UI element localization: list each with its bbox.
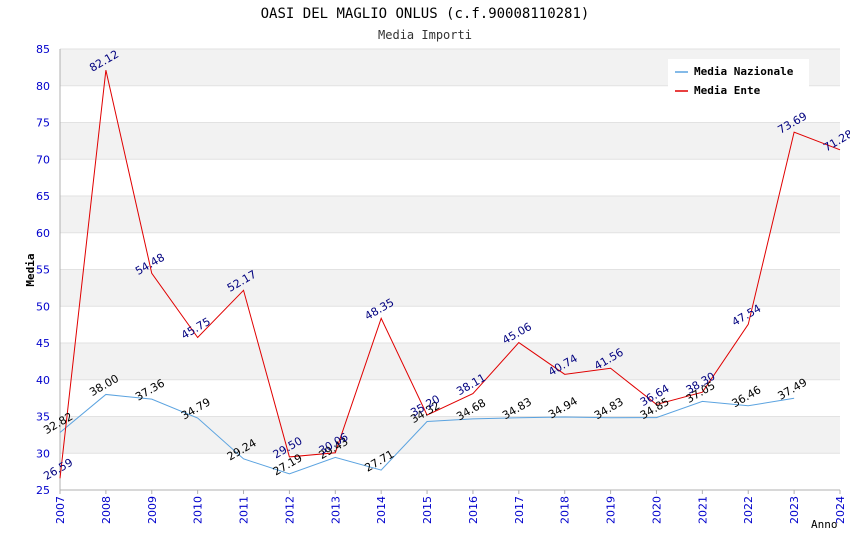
y-tick-label: 70 <box>36 153 50 166</box>
x-axis-label: Anno <box>811 518 838 531</box>
legend-label-media-ente: Media Ente <box>694 84 761 97</box>
chart-title: OASI DEL MAGLIO ONLUS (c.f.90008110281) <box>261 6 590 22</box>
legend: Media Nazionale Media Ente <box>668 59 809 100</box>
legend-label-media-nazionale: Media Nazionale <box>694 65 794 78</box>
x-tick-label: 2012 <box>283 496 296 524</box>
grid-band <box>60 122 840 160</box>
x-tick-label: 2017 <box>513 496 526 524</box>
y-tick-label: 40 <box>36 374 50 387</box>
y-tick-label: 50 <box>36 300 50 313</box>
x-tick-label: 2021 <box>696 496 709 524</box>
x-tick-label: 2009 <box>146 496 159 524</box>
x-tick-label: 2019 <box>605 496 618 524</box>
x-tick-label: 2007 <box>54 496 67 524</box>
x-tick-label: 2014 <box>375 496 388 524</box>
y-tick-label: 75 <box>36 117 50 130</box>
x-tick-label: 2010 <box>192 496 205 524</box>
y-tick-labels: 25 30 35 40 45 50 55 60 65 70 75 80 85 <box>36 43 50 497</box>
y-tick-label: 25 <box>36 484 50 497</box>
grid-band <box>60 416 840 454</box>
series-lines <box>59 70 841 479</box>
x-tick-label: 2022 <box>742 496 755 524</box>
y-tick-label: 80 <box>36 80 50 93</box>
x-tick-label: 2020 <box>650 496 663 524</box>
y-tick-label: 45 <box>36 337 50 350</box>
x-tick-label: 2015 <box>421 496 434 524</box>
axes <box>59 49 841 494</box>
chart-subtitle: Media Importi <box>378 28 472 42</box>
series-line-media-nazionale <box>59 393 795 475</box>
grid-band <box>60 269 840 307</box>
x-tick-label: 2018 <box>559 496 572 524</box>
x-tick-label: 2016 <box>467 496 480 524</box>
grid-band <box>60 196 840 233</box>
legend-box <box>668 59 809 100</box>
series-line-media-ente <box>59 70 841 479</box>
y-axis-label: Media <box>24 253 37 286</box>
y-tick-label: 35 <box>36 411 50 424</box>
x-tick-label: 2011 <box>238 496 251 524</box>
x-tick-label: 2023 <box>788 496 801 524</box>
y-tick-label: 55 <box>36 264 50 277</box>
x-tick-labels: 2007 2008 2009 2010 2011 2012 2013 2014 2015 2016… <box>54 496 847 524</box>
y-tick-label: 85 <box>36 43 50 56</box>
x-tick-label: 2013 <box>329 496 342 524</box>
y-tick-label: 65 <box>36 190 50 203</box>
y-tick-label: 60 <box>36 227 50 240</box>
y-tick-label: 30 <box>36 447 50 460</box>
x-tick-label: 2008 <box>100 496 113 524</box>
grid-band <box>60 343 840 380</box>
x-tick-label: 2024 <box>834 496 847 524</box>
